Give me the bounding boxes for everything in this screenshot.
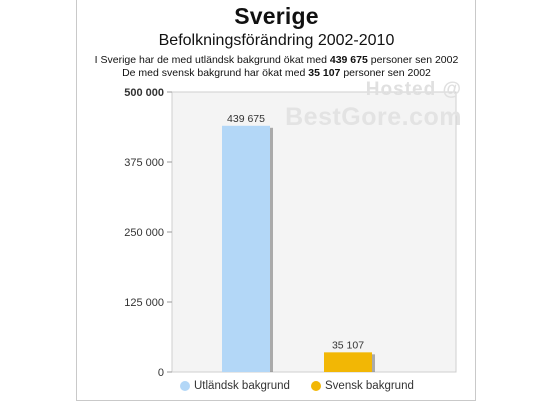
y-tick-label: 500 000 (124, 87, 164, 99)
note1-value: 439 675 (329, 54, 368, 66)
chart-title: Sverige (234, 3, 319, 29)
legend-item-svensk: Svensk bakgrund (311, 380, 414, 392)
note2-post: personer sen 2002 (343, 67, 431, 79)
y-tick-label: 375 000 (124, 157, 164, 169)
note2-value: 35 107 (308, 67, 341, 79)
plot-area (171, 91, 457, 373)
y-tick-label: 250 000 (124, 227, 164, 239)
y-tick-label: 125 000 (124, 297, 164, 309)
note1-pre: I Sverige har de med utländsk bakgrund ö… (94, 54, 327, 66)
bar-data-label: 35 107 (332, 339, 364, 351)
note1-post: personer sen 2002 (370, 54, 459, 66)
y-axis: 0 125 000 250 000 375 000 500 000 (124, 87, 172, 379)
legend-swatch-utlandsk (180, 381, 190, 391)
bar (222, 125, 270, 372)
note2-pre: De med svensk bakgrund har ökat med (122, 67, 306, 79)
note-foreign-background: I Sverige har de med utländsk bakgrund ö… (0, 54, 553, 66)
legend-label-svensk: Svensk bakgrund (325, 380, 414, 392)
bar-data-label: 439 675 (227, 113, 265, 125)
bar-series: 439 675 35 107 (222, 113, 375, 372)
bar (324, 352, 372, 372)
legend-item-utlandsk: Utländsk bakgrund (180, 380, 290, 392)
legend-swatch-svensk (311, 381, 321, 391)
chart-subtitle: Befolkningsförändring 2002-2010 (158, 32, 395, 49)
legend-label-utlandsk: Utländsk bakgrund (194, 380, 290, 392)
note-swedish-background: De med svensk bakgrund har ökat med 35 1… (0, 67, 553, 79)
y-tick-label: 0 (158, 367, 164, 379)
